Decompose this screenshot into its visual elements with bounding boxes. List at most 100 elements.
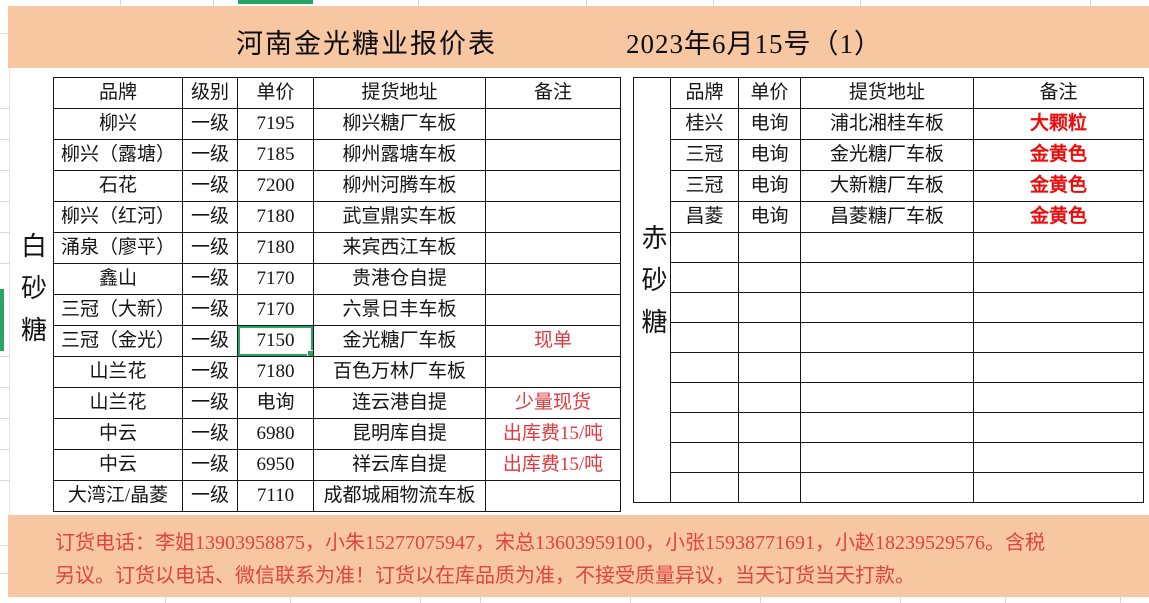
brand-cell[interactable]: 中云 [53,449,183,481]
price-cell[interactable]: 7180 [237,356,314,388]
empty-cell[interactable] [738,322,801,353]
address-cell[interactable]: 昆明库自提 [313,418,486,450]
empty-cell[interactable] [670,262,739,293]
empty-cell[interactable] [800,472,974,503]
empty-cell[interactable] [800,352,974,383]
column-header-price[interactable]: 单价 [738,77,801,109]
column-header-note[interactable]: 备注 [485,77,621,109]
empty-cell[interactable] [738,472,801,503]
empty-cell[interactable] [738,442,801,473]
price-cell[interactable]: 7200 [237,170,314,202]
empty-cell[interactable] [670,472,739,503]
column-header-note[interactable]: 备注 [973,77,1144,109]
empty-cell[interactable] [800,382,974,413]
note-cell[interactable] [485,232,621,264]
empty-cell[interactable] [973,262,1144,293]
empty-cell[interactable] [670,412,739,443]
price-cell[interactable]: 电询 [738,201,801,233]
column-header-price[interactable]: 单价 [237,77,314,109]
address-cell[interactable]: 柳州露塘车板 [313,139,486,171]
address-cell[interactable]: 金光糖厂车板 [800,139,974,171]
note-cell[interactable]: 少量现货 [485,387,621,419]
empty-cell[interactable] [670,352,739,383]
grade-cell[interactable]: 一级 [182,418,238,450]
brand-cell[interactable]: 柳兴（红河） [53,201,183,233]
note-cell[interactable] [485,356,621,388]
brand-cell[interactable]: 涌泉（廖平） [53,232,183,264]
address-cell[interactable]: 昌菱糖厂车板 [800,201,974,233]
empty-cell[interactable] [738,292,801,323]
price-cell[interactable]: 7195 [237,108,314,140]
note-cell[interactable] [485,170,621,202]
order-contact-info[interactable]: 订货电话：李姐13903958875，小朱15277075947，宋总13603… [55,527,1045,593]
address-cell[interactable]: 祥云库自提 [313,449,486,481]
empty-cell[interactable] [973,322,1144,353]
note-cell[interactable]: 出库费15/吨 [485,449,621,481]
note-cell[interactable] [485,480,621,512]
empty-cell[interactable] [670,292,739,323]
grade-cell[interactable]: 一级 [182,263,238,295]
empty-cell[interactable] [973,382,1144,413]
empty-cell[interactable] [973,442,1144,473]
price-cell[interactable]: 7110 [237,480,314,512]
empty-cell[interactable] [738,262,801,293]
empty-cell[interactable] [738,232,801,263]
brand-cell[interactable]: 中云 [53,418,183,450]
empty-cell[interactable] [738,412,801,443]
note-cell[interactable] [485,108,621,140]
address-cell[interactable]: 贵港仓自提 [313,263,486,295]
empty-cell[interactable] [738,352,801,383]
note-cell[interactable]: 金黄色 [973,201,1144,233]
note-cell[interactable]: 金黄色 [973,139,1144,171]
column-header-grade[interactable]: 级别 [182,77,238,109]
empty-cell[interactable] [738,382,801,413]
note-cell[interactable]: 金黄色 [973,170,1144,202]
grade-cell[interactable]: 一级 [182,356,238,388]
brand-cell[interactable]: 三冠（大新） [53,294,183,326]
empty-cell[interactable] [800,232,974,263]
column-header-brand[interactable]: 品牌 [670,77,739,109]
address-cell[interactable]: 柳州河腾车板 [313,170,486,202]
address-cell[interactable]: 六景日丰车板 [313,294,486,326]
address-cell[interactable]: 来宾西江车板 [313,232,486,264]
grade-cell[interactable]: 一级 [182,387,238,419]
note-cell[interactable]: 出库费15/吨 [485,418,621,450]
address-cell[interactable]: 成都城厢物流车板 [313,480,486,512]
price-cell[interactable]: 7180 [237,232,314,264]
brand-cell[interactable]: 鑫山 [53,263,183,295]
empty-cell[interactable] [670,322,739,353]
empty-cell[interactable] [670,232,739,263]
brand-cell[interactable]: 昌菱 [670,201,739,233]
grade-cell[interactable]: 一级 [182,139,238,171]
brand-cell[interactable]: 三冠 [670,170,739,202]
section-label-white-sugar[interactable]: 白砂糖 [11,77,53,512]
empty-cell[interactable] [973,412,1144,443]
price-cell[interactable]: 7170 [237,294,314,326]
selected-price-cell[interactable]: 7150 [237,325,314,357]
note-cell[interactable] [485,263,621,295]
brand-cell[interactable]: 三冠（金光） [53,325,183,357]
price-cell[interactable]: 电询 [738,139,801,171]
empty-cell[interactable] [670,442,739,473]
column-header-address[interactable]: 提货地址 [800,77,974,109]
grade-cell[interactable]: 一级 [182,170,238,202]
price-cell[interactable]: 电询 [237,387,314,419]
brand-cell[interactable]: 柳兴（露塘） [53,139,183,171]
brand-cell[interactable]: 柳兴 [53,108,183,140]
address-cell[interactable]: 大新糖厂车板 [800,170,974,202]
price-cell[interactable]: 6950 [237,449,314,481]
empty-cell[interactable] [973,472,1144,503]
grade-cell[interactable]: 一级 [182,449,238,481]
grade-cell[interactable]: 一级 [182,480,238,512]
brand-cell[interactable]: 山兰花 [53,356,183,388]
note-cell[interactable] [485,139,621,171]
empty-cell[interactable] [800,292,974,323]
address-cell[interactable]: 百色万林厂车板 [313,356,486,388]
address-cell[interactable]: 金光糖厂车板 [313,325,486,357]
empty-cell[interactable] [800,412,974,443]
empty-cell[interactable] [800,322,974,353]
grade-cell[interactable]: 一级 [182,325,238,357]
page-title[interactable]: 河南金光糖业报价表 [236,29,497,59]
empty-cell[interactable] [973,352,1144,383]
column-header-address[interactable]: 提货地址 [313,77,486,109]
